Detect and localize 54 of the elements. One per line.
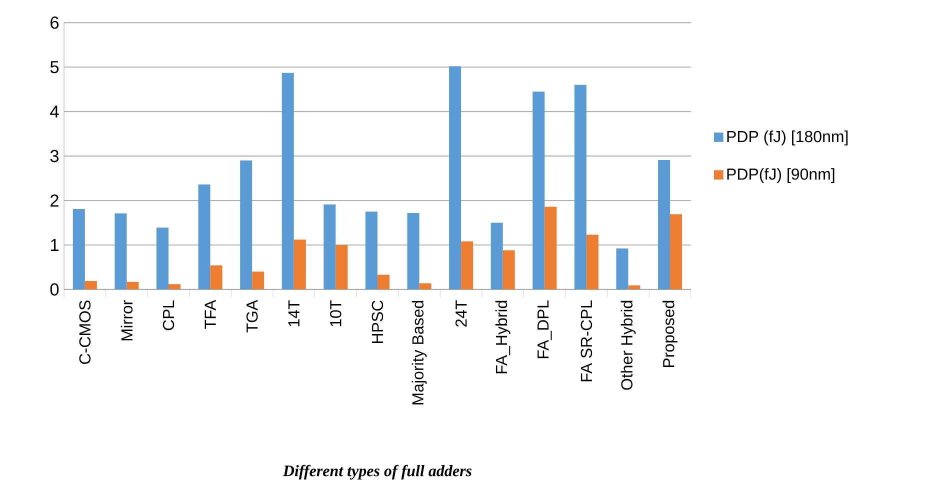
x-tick-label: FA SR-CPL bbox=[580, 300, 592, 382]
x-tick-label: 24T bbox=[455, 300, 467, 327]
x-tick-label: Majority Based bbox=[412, 301, 427, 405]
x-tick-label: Proposed bbox=[662, 301, 678, 368]
bar bbox=[114, 214, 127, 290]
x-axis-title: Different types of full adders bbox=[282, 465, 472, 480]
legend-label: PDP(fJ) [90nm] bbox=[727, 168, 834, 184]
bar bbox=[502, 250, 515, 290]
y-tick-label: 4 bbox=[50, 106, 59, 118]
bar bbox=[282, 73, 294, 290]
bar bbox=[658, 160, 670, 290]
bar bbox=[156, 228, 169, 290]
x-tick-label: 14T bbox=[288, 300, 300, 326]
bar bbox=[198, 184, 210, 290]
bar bbox=[210, 266, 222, 290]
legend-label: PDP (fJ) [180nm] bbox=[727, 130, 848, 146]
bar bbox=[84, 281, 97, 290]
bar bbox=[126, 282, 139, 290]
bar bbox=[574, 85, 586, 290]
bar bbox=[419, 283, 432, 290]
bar bbox=[449, 66, 462, 290]
bar bbox=[336, 245, 348, 290]
x-tick-label: Mirror bbox=[120, 300, 133, 341]
bar bbox=[72, 209, 85, 290]
x-tick-label: CPL bbox=[162, 300, 174, 330]
bar bbox=[586, 235, 598, 290]
bar bbox=[240, 160, 252, 290]
x-tick-label: TFA bbox=[204, 300, 216, 330]
bar bbox=[365, 212, 378, 290]
x-tick-label: HPSC bbox=[372, 300, 384, 344]
bar bbox=[294, 240, 306, 290]
bar bbox=[377, 275, 390, 290]
bar bbox=[532, 92, 545, 290]
bar bbox=[407, 213, 420, 290]
y-tick-label: 3 bbox=[50, 150, 59, 162]
x-tick-label: Other Hybrid bbox=[620, 301, 636, 390]
bar bbox=[670, 214, 682, 290]
bar bbox=[252, 272, 264, 290]
x-tick-label: C-CMOS bbox=[79, 300, 91, 364]
x-tick-label: TGA bbox=[246, 300, 258, 333]
y-tick-label: 5 bbox=[50, 61, 59, 74]
y-tick-label: 1 bbox=[50, 239, 58, 252]
x-tick-label: FA_Hybrid bbox=[495, 301, 510, 374]
y-tick-label: 0 bbox=[50, 284, 59, 296]
x-tick-label: FA_DPL bbox=[538, 300, 552, 358]
x-tick-label: 10T bbox=[330, 300, 342, 326]
bar bbox=[324, 204, 336, 290]
bar bbox=[490, 222, 503, 290]
y-tick-label: 6 bbox=[50, 16, 59, 30]
bar bbox=[461, 242, 474, 290]
bar bbox=[544, 206, 557, 290]
bar bbox=[168, 284, 181, 290]
y-tick-label: 2 bbox=[50, 194, 58, 207]
bar bbox=[616, 248, 628, 290]
